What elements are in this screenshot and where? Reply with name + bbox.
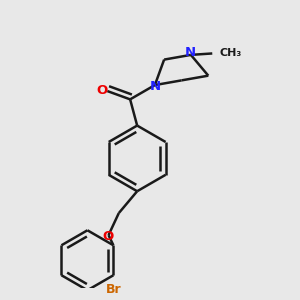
- Text: N: N: [185, 46, 196, 59]
- Text: CH₃: CH₃: [219, 48, 242, 58]
- Text: N: N: [150, 80, 161, 93]
- Text: O: O: [97, 84, 108, 97]
- Text: O: O: [102, 230, 114, 243]
- Text: Br: Br: [106, 283, 121, 296]
